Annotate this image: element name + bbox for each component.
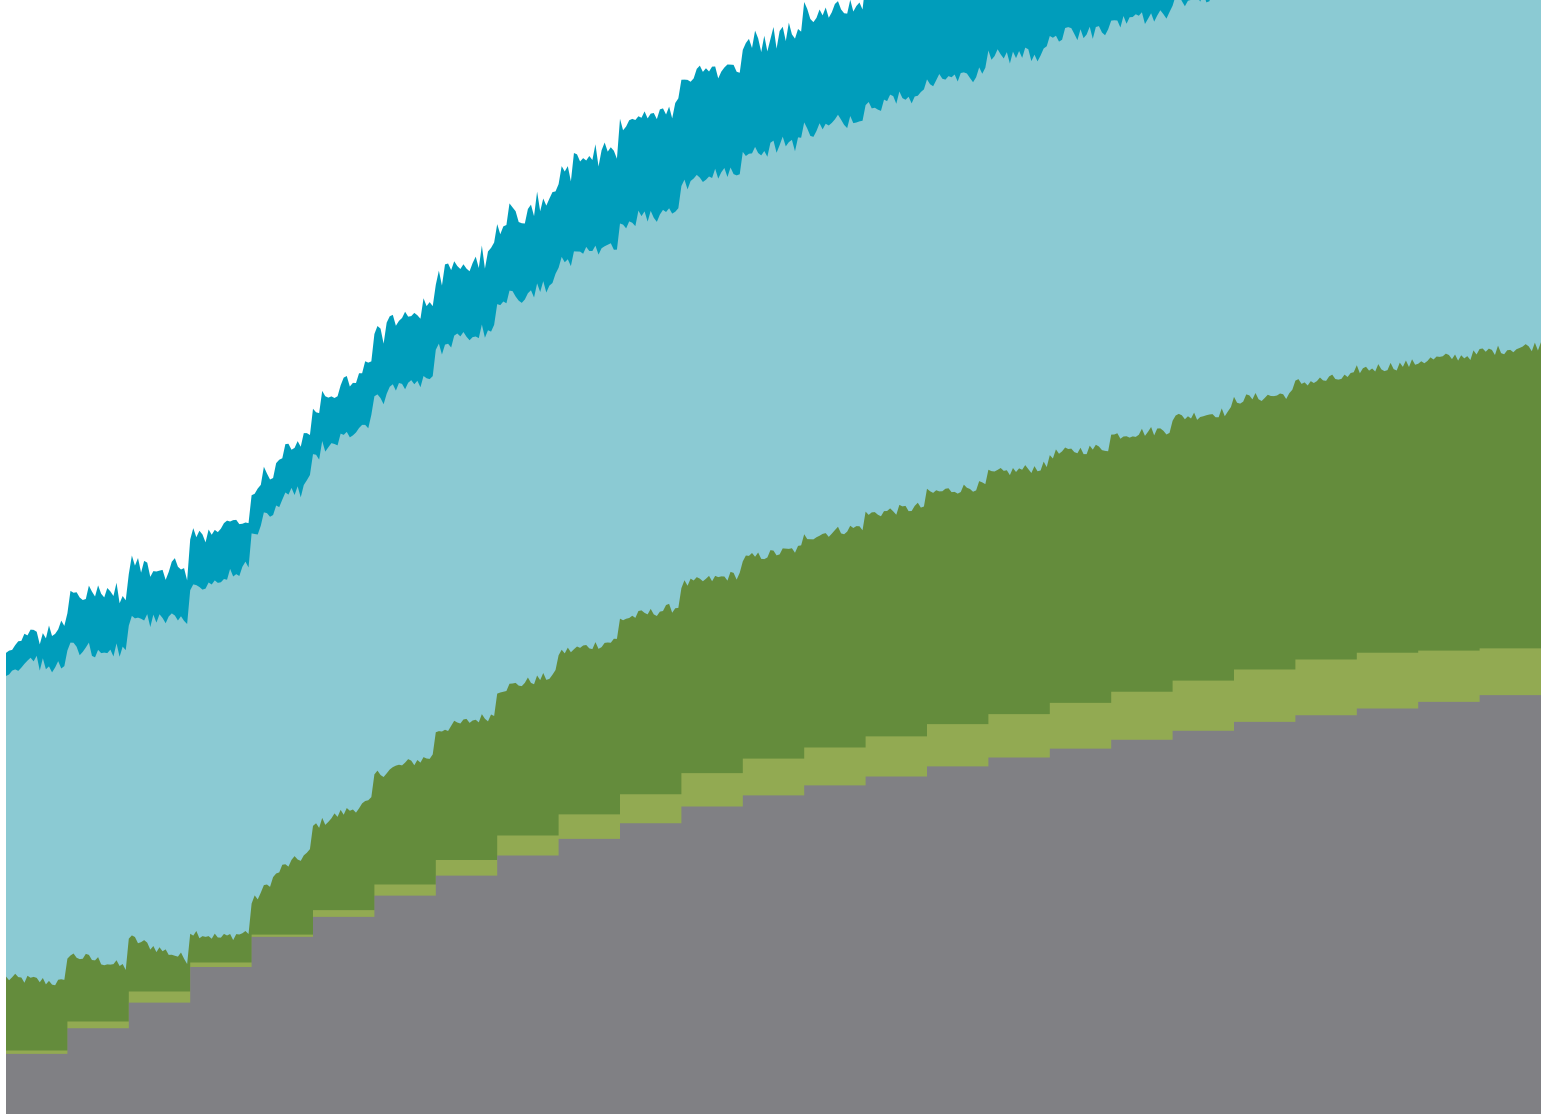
series-areas xyxy=(6,0,1541,1114)
series-area-1 xyxy=(6,688,1541,1114)
